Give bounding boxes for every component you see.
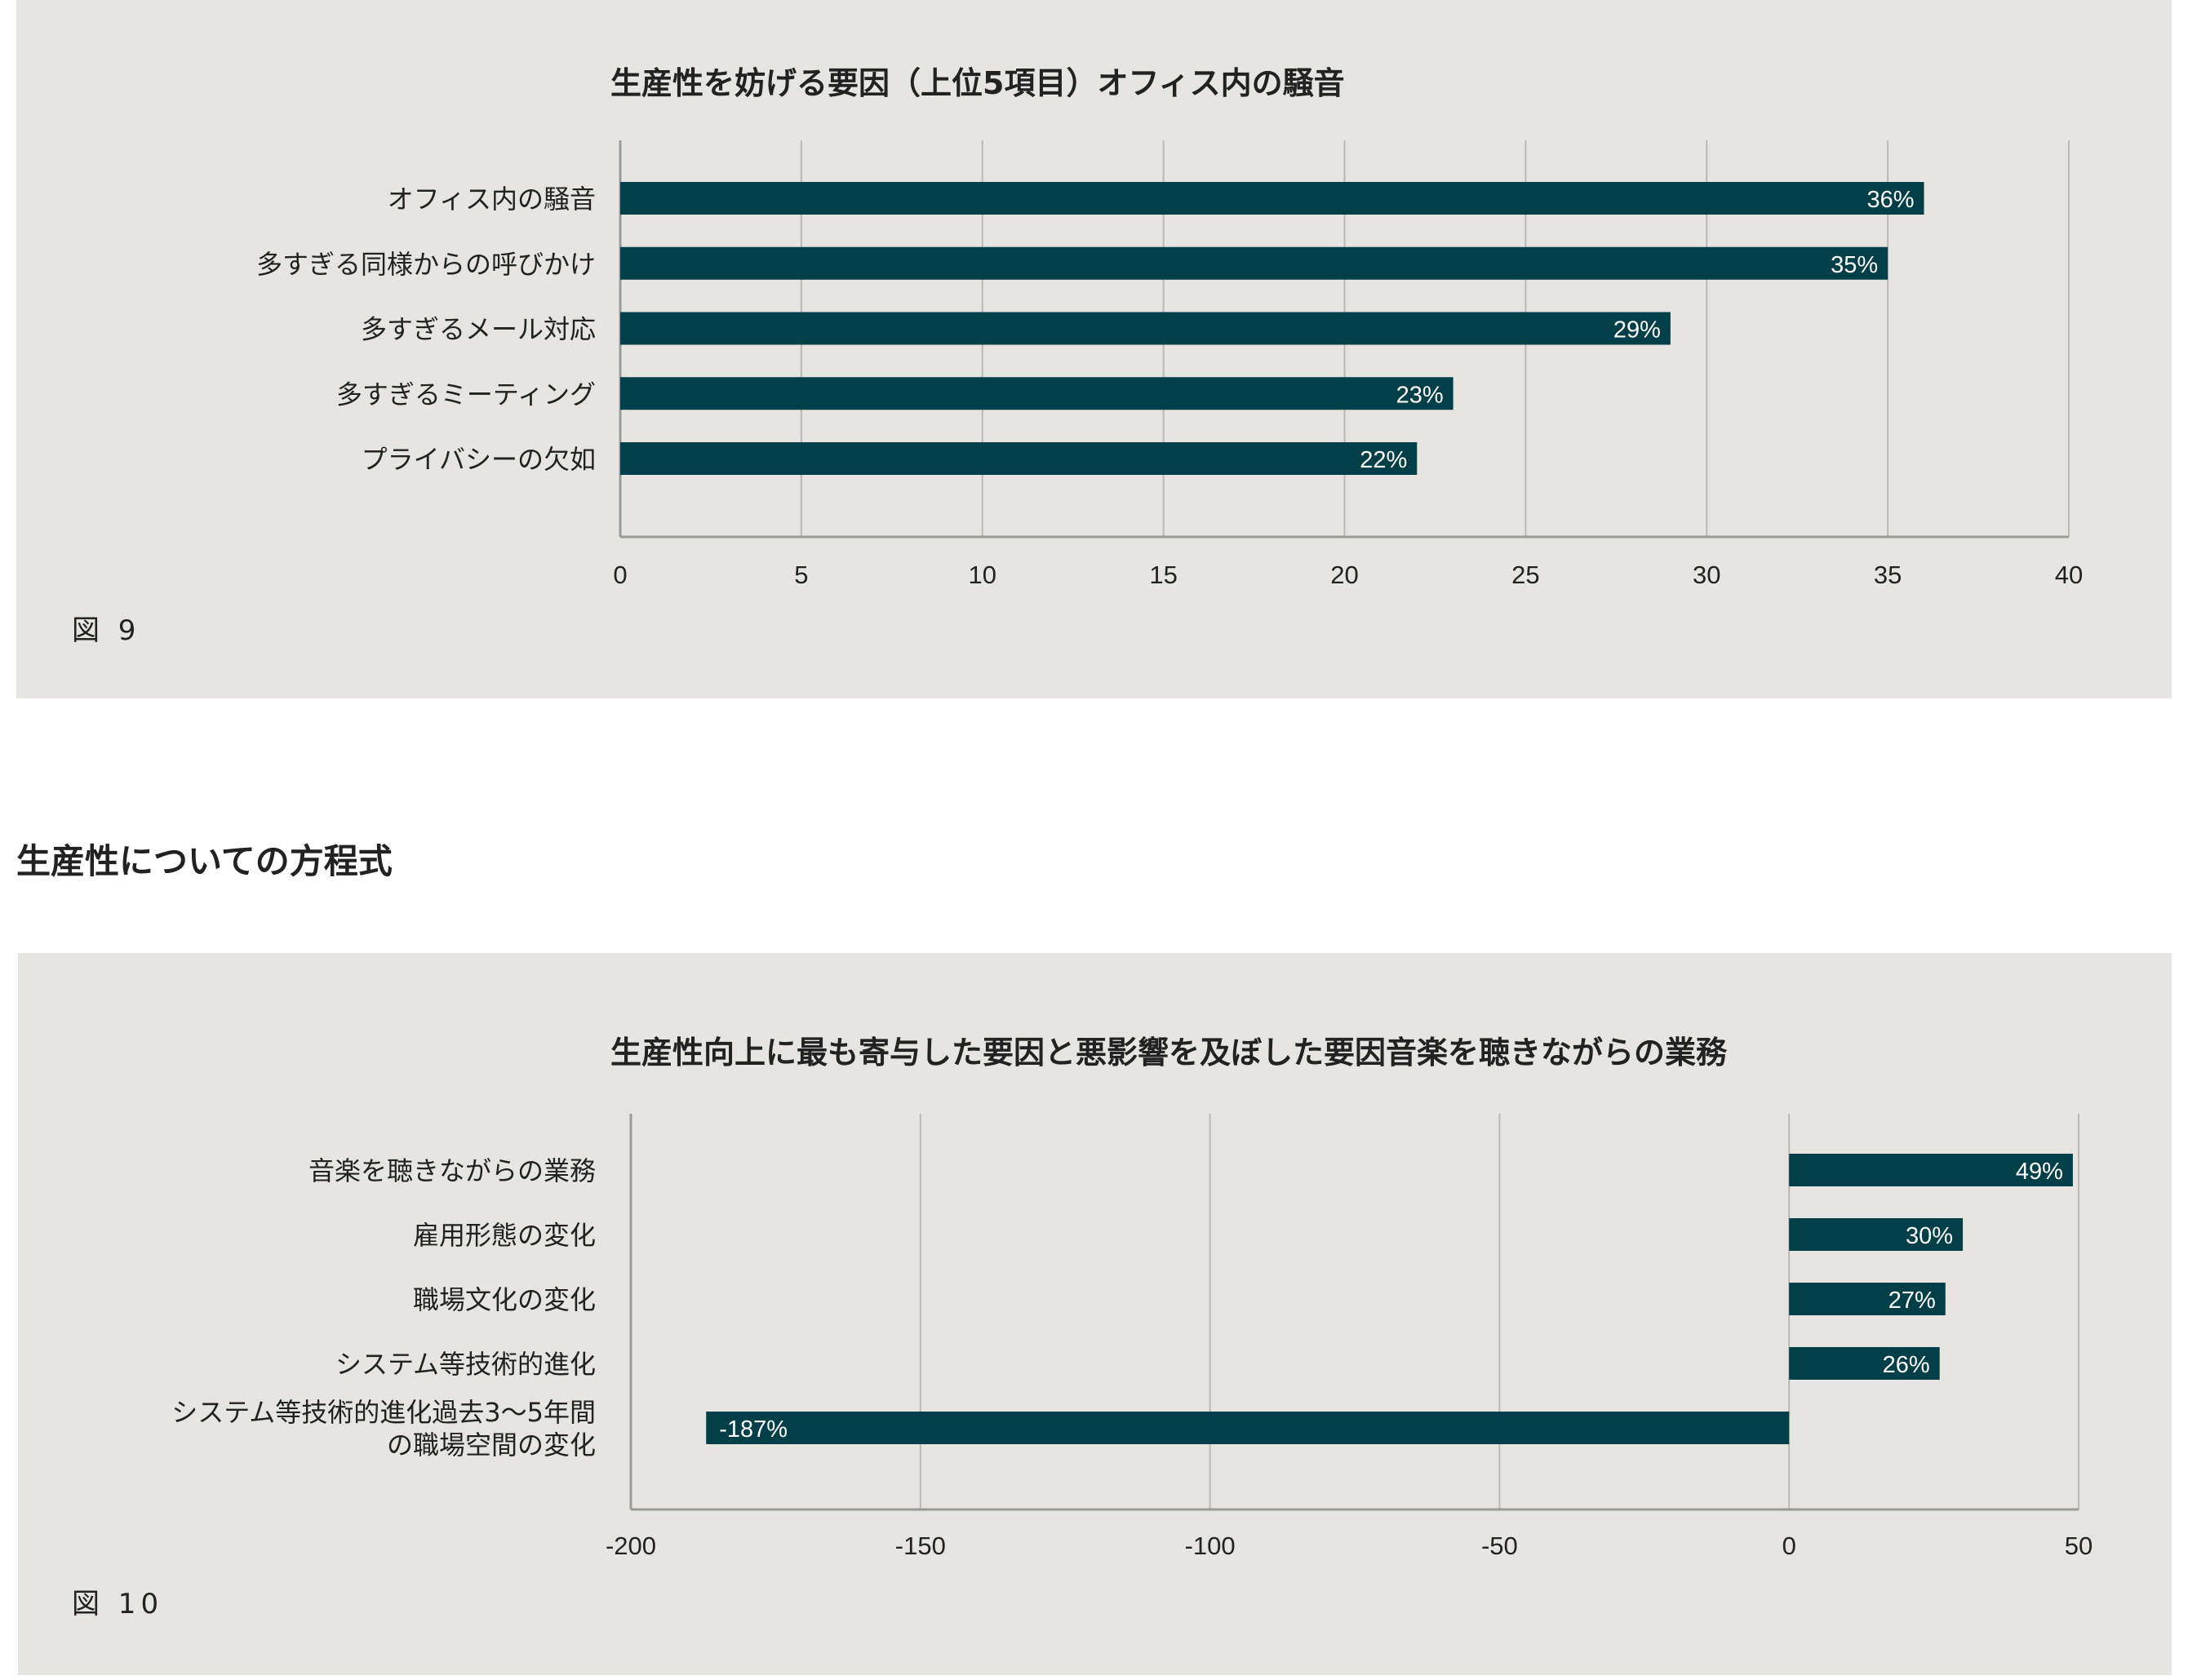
x-tick-label: 50: [2065, 1532, 2093, 1560]
x-tick-label: -200: [606, 1532, 656, 1560]
category-label: 職場文化の変化: [413, 1284, 596, 1315]
figure-9-label: 図 9: [72, 614, 141, 647]
bar-value-label: 30%: [1906, 1223, 1953, 1249]
bar-value-label: 22%: [1360, 447, 1407, 473]
category-label-line: システム等技術的進化: [335, 1349, 596, 1380]
figure-10-label: 図 10: [72, 1588, 164, 1620]
bar: [620, 246, 1888, 280]
x-tick-label: 15: [1149, 561, 1177, 589]
category-label: 雇用形態の変化: [413, 1220, 596, 1251]
bar-value-label: 49%: [2016, 1159, 2063, 1185]
x-tick-label: 5: [794, 561, 808, 589]
category-label: システム等技術的進化過去3〜5年間の職場空間の変化: [171, 1397, 596, 1461]
bar-value-label: 29%: [1613, 317, 1661, 344]
figure-9-panel: [16, 0, 2172, 698]
category-label-line: 音楽を聴きながらの業務: [308, 1155, 596, 1186]
category-label-line: 多すぎる同様からの呼びかけ: [256, 249, 596, 280]
x-tick-label: 30: [1693, 561, 1720, 589]
bar: [620, 312, 1671, 345]
x-tick-label: 0: [613, 561, 627, 589]
bar: [1789, 1154, 2073, 1186]
x-tick-label: -50: [1481, 1532, 1518, 1560]
x-tick-label: 0: [1782, 1532, 1796, 1560]
bar-value-label: 36%: [1866, 187, 1914, 213]
x-tick-label: 20: [1330, 561, 1358, 589]
category-label: オフィス内の騒音: [388, 184, 596, 215]
bar: [706, 1412, 1790, 1444]
x-tick-label: -100: [1185, 1532, 1236, 1560]
bar-value-label: 23%: [1396, 382, 1444, 408]
bar: [620, 377, 1453, 410]
bar-value-label: 26%: [1883, 1352, 1930, 1378]
category-label-line: の職場空間の変化: [387, 1430, 596, 1461]
x-tick-label: -150: [895, 1532, 946, 1560]
category-label: 多すぎるメール対応: [361, 314, 596, 345]
bar: [620, 442, 1418, 475]
category-label-line: オフィス内の騒音: [388, 184, 596, 215]
x-tick-label: 40: [2055, 561, 2083, 589]
bar-value-label: 35%: [1831, 252, 1878, 278]
bar: [1789, 1283, 1946, 1315]
chart-title: 生産性を妨げる要因（上位5項目）オフィス内の騒音: [610, 65, 1345, 101]
x-tick-label: 35: [1874, 561, 1902, 589]
category-label: 多すぎる同様からの呼びかけ: [256, 249, 596, 280]
category-label: システム等技術的進化: [335, 1349, 596, 1380]
x-tick-label: 25: [1511, 561, 1539, 589]
category-label-line: 多すぎるメール対応: [361, 314, 596, 345]
bar: [1789, 1218, 1964, 1251]
bar-value-label: -187%: [719, 1416, 788, 1443]
bar: [1789, 1347, 1940, 1380]
bar: [620, 182, 1924, 215]
category-label: 音楽を聴きながらの業務: [308, 1155, 596, 1186]
section-heading: 生産性についての方程式: [16, 841, 393, 881]
category-label: プライバシーの欠如: [362, 444, 596, 475]
category-label-line: 雇用形態の変化: [413, 1220, 596, 1251]
x-tick-label: 10: [969, 561, 996, 589]
chart-title: 生産性向上に最も寄与した要因と悪影響を及ぼした要因音楽を聴きながらの業務: [610, 1035, 1728, 1071]
category-label-line: 職場文化の変化: [413, 1284, 596, 1315]
category-label: 多すぎるミーティング: [336, 379, 596, 410]
category-label-line: システム等技術的進化過去3〜5年間: [171, 1397, 596, 1428]
bar-value-label: 27%: [1888, 1288, 1936, 1314]
category-label-line: 多すぎるミーティング: [336, 379, 596, 410]
category-label-line: プライバシーの欠如: [362, 444, 596, 475]
